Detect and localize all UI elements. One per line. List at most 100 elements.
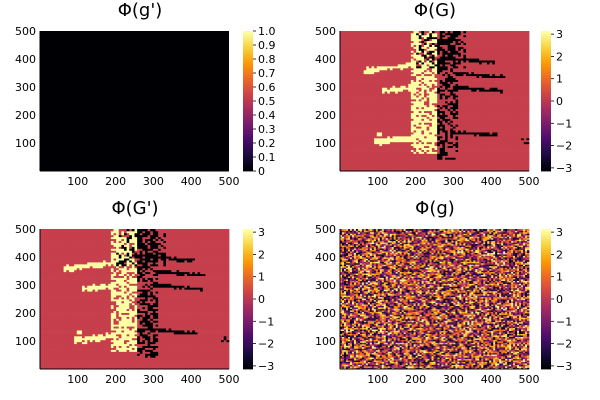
heatmap-cell xyxy=(526,147,530,150)
heatmap-cell xyxy=(489,165,493,168)
heatmap-cell xyxy=(468,118,472,121)
heatmap-cell xyxy=(361,116,364,119)
heatmap-cell xyxy=(382,132,385,135)
heatmap-cell xyxy=(518,110,522,114)
heatmap-cell xyxy=(355,81,359,84)
heatmap-cell xyxy=(395,73,399,77)
colorbar-segment xyxy=(243,119,253,123)
heatmap-cell xyxy=(403,69,406,73)
heatmap-cell xyxy=(492,77,496,80)
heatmap-cell xyxy=(502,122,506,125)
heatmap-cell xyxy=(389,110,393,114)
heatmap-cell xyxy=(473,64,477,67)
heatmap-cell xyxy=(389,124,393,127)
heatmap-cell xyxy=(434,163,438,166)
heatmap-cell xyxy=(502,147,506,150)
heatmap-cell xyxy=(405,44,409,47)
heatmap-cell xyxy=(466,101,469,104)
heatmap-cell xyxy=(434,110,438,114)
heatmap-cell xyxy=(397,110,401,114)
heatmap-cell xyxy=(374,153,378,156)
heatmap-cell xyxy=(473,157,477,160)
heatmap-cell xyxy=(416,44,420,47)
heatmap-cell xyxy=(403,50,406,53)
heatmap-cell xyxy=(345,145,349,149)
heatmap-cell xyxy=(487,38,490,42)
heatmap-cell xyxy=(484,110,488,114)
heatmap-cell xyxy=(515,147,519,150)
heatmap-cell xyxy=(460,58,464,61)
heatmap-cell xyxy=(403,163,406,166)
heatmap-cell xyxy=(445,130,448,133)
heatmap-cell xyxy=(513,95,517,98)
heatmap-cell xyxy=(494,87,498,90)
heatmap-cell xyxy=(434,122,438,125)
heatmap-cell xyxy=(508,161,511,164)
heatmap-cell xyxy=(424,134,427,137)
heatmap-cell xyxy=(515,71,519,75)
heatmap-cell xyxy=(434,151,438,154)
heatmap-cell xyxy=(487,130,490,133)
heatmap-cell xyxy=(429,97,433,100)
heatmap-cell xyxy=(442,52,446,55)
heatmap-cell xyxy=(476,38,480,42)
heatmap-cell xyxy=(497,87,501,90)
heatmap-cell xyxy=(361,145,364,149)
heatmap-cell xyxy=(463,91,467,94)
heatmap-cell xyxy=(397,52,401,55)
heatmap-cell xyxy=(452,128,456,131)
heatmap-cell xyxy=(371,77,375,80)
heatmap-cell xyxy=(523,71,527,75)
heatmap-cell xyxy=(439,167,443,170)
heatmap-cell xyxy=(340,85,343,88)
heatmap-cell xyxy=(447,159,451,162)
heatmap-cell xyxy=(347,134,351,137)
heatmap-cell xyxy=(476,77,480,80)
heatmap-cell xyxy=(476,137,480,141)
heatmap-cell xyxy=(421,128,425,131)
heatmap-cell xyxy=(347,95,351,98)
heatmap-cell xyxy=(363,157,367,160)
heatmap-cell xyxy=(392,151,396,154)
heatmap-cell xyxy=(416,108,420,112)
heatmap-cell xyxy=(421,108,425,112)
heatmap-cell xyxy=(508,64,511,67)
heatmap-cell xyxy=(431,77,435,80)
heatmap-cell xyxy=(442,165,446,168)
heatmap-cell xyxy=(374,40,378,44)
colorbar-segment xyxy=(243,61,253,65)
colorbar-segment xyxy=(243,38,253,41)
heatmap-cell xyxy=(392,104,396,108)
heatmap-cell xyxy=(518,73,522,77)
heatmap-cell xyxy=(447,155,451,158)
heatmap-cell xyxy=(434,42,438,45)
heatmap-cell xyxy=(450,62,454,65)
heatmap-cell xyxy=(442,159,446,162)
heatmap-cell xyxy=(508,106,511,110)
heatmap-cell xyxy=(523,114,527,117)
heatmap-cell xyxy=(379,54,383,57)
heatmap-cell xyxy=(505,126,509,129)
heatmap-cell xyxy=(508,66,511,69)
heatmap-cell xyxy=(384,89,388,92)
heatmap-cell xyxy=(450,153,454,156)
heatmap-cell xyxy=(387,62,391,65)
heatmap-cell xyxy=(460,139,464,143)
heatmap-cell xyxy=(526,99,530,102)
heatmap-cell xyxy=(521,75,525,79)
heatmap-cell xyxy=(447,120,451,123)
heatmap-cell xyxy=(355,143,359,147)
heatmap-cell xyxy=(492,46,496,49)
heatmap-cell xyxy=(492,83,496,86)
heatmap-cell xyxy=(395,93,399,96)
heatmap-cell xyxy=(513,159,517,162)
heatmap-cell xyxy=(442,60,446,63)
heatmap-cell xyxy=(368,99,372,102)
heatmap-cell xyxy=(481,87,485,90)
heatmap-cell xyxy=(437,112,441,115)
heatmap-cell xyxy=(505,151,509,154)
heatmap-cell xyxy=(471,104,475,108)
heatmap-cell xyxy=(397,91,401,94)
heatmap-cell xyxy=(447,69,451,73)
heatmap-cell xyxy=(426,89,430,92)
